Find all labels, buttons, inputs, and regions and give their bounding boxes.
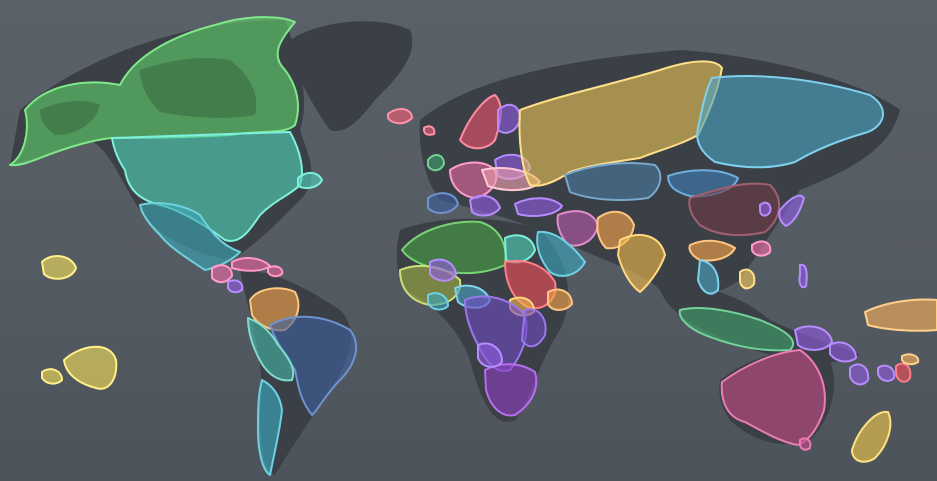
region-central-america-2[interactable] bbox=[227, 279, 244, 294]
region-west-coast[interactable] bbox=[427, 292, 449, 311]
regions bbox=[9, 16, 937, 476]
region-uk[interactable] bbox=[427, 154, 445, 172]
region-tasmania[interactable] bbox=[799, 437, 812, 451]
region-pacific-islands[interactable] bbox=[63, 345, 118, 390]
terrain-texture bbox=[40, 58, 257, 135]
region-usa[interactable] bbox=[111, 131, 303, 242]
region-central-america[interactable] bbox=[211, 264, 233, 284]
region-mexico[interactable] bbox=[139, 202, 241, 271]
region-micronesia[interactable] bbox=[798, 263, 808, 289]
region-papua[interactable] bbox=[794, 325, 833, 351]
region-usa-ne[interactable] bbox=[297, 172, 323, 189]
region-italy-balkans[interactable] bbox=[469, 194, 501, 217]
region-indonesia[interactable] bbox=[678, 307, 795, 352]
region-pacific-melanesia[interactable] bbox=[829, 341, 857, 363]
region-pacific-melanesia-2[interactable] bbox=[849, 363, 870, 386]
region-east-africa-2[interactable] bbox=[521, 308, 547, 348]
region-turkey[interactable] bbox=[514, 197, 563, 217]
region-europe-island[interactable] bbox=[423, 125, 436, 136]
region-pacific-east[interactable] bbox=[864, 298, 937, 332]
region-fiji[interactable] bbox=[877, 364, 896, 382]
region-taiwan-east[interactable] bbox=[751, 240, 772, 257]
region-chile-argentina[interactable] bbox=[257, 379, 283, 476]
region-southern-africa[interactable] bbox=[484, 363, 538, 417]
region-korea[interactable] bbox=[759, 201, 772, 217]
region-caribbean-2[interactable] bbox=[267, 265, 284, 278]
region-pacific-islands-2[interactable] bbox=[41, 368, 63, 385]
region-west-africa-2[interactable] bbox=[429, 258, 457, 282]
region-siberia-east[interactable] bbox=[696, 74, 884, 169]
greenland bbox=[290, 21, 413, 131]
region-tonga[interactable] bbox=[901, 353, 920, 366]
region-new-zealand[interactable] bbox=[851, 410, 892, 463]
region-horn[interactable] bbox=[547, 288, 573, 311]
region-philippines[interactable] bbox=[739, 268, 756, 290]
region-india[interactable] bbox=[617, 234, 666, 293]
region-brazil[interactable] bbox=[269, 315, 358, 416]
region-indochina[interactable] bbox=[697, 259, 720, 295]
region-arabia[interactable] bbox=[536, 230, 586, 277]
region-japan[interactable] bbox=[778, 194, 805, 227]
region-hawaii[interactable] bbox=[41, 255, 77, 280]
region-middle-east[interactable] bbox=[556, 210, 599, 247]
region-china[interactable] bbox=[688, 182, 780, 237]
region-southeast-asia[interactable] bbox=[688, 239, 736, 262]
region-caribbean[interactable] bbox=[231, 257, 271, 272]
region-russia[interactable] bbox=[518, 60, 723, 187]
region-andes[interactable] bbox=[247, 317, 295, 382]
region-angola[interactable] bbox=[477, 342, 503, 368]
region-samoa[interactable] bbox=[895, 362, 912, 383]
region-australia[interactable] bbox=[720, 349, 826, 446]
region-iberia[interactable] bbox=[427, 192, 459, 214]
region-central-asia[interactable] bbox=[564, 162, 662, 201]
region-canada-alaska[interactable] bbox=[9, 16, 299, 167]
region-iceland[interactable] bbox=[387, 108, 413, 125]
